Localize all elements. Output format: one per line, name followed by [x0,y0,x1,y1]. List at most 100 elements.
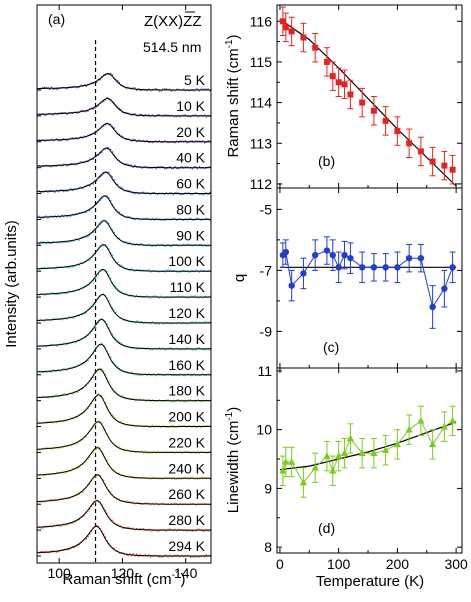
data-point [441,285,448,292]
fit-line [279,18,457,187]
temperature-label: 200 K [168,409,205,425]
data-point [335,79,342,86]
data-point [358,264,366,271]
data-connect-line [282,249,454,309]
data-point [449,416,457,424]
data-point [417,254,425,262]
y-tick-label: -5 [260,201,273,217]
spectrum-fit-curve [37,268,211,298]
panel-a-frame [36,4,212,564]
panel-a-label: (a) [48,11,65,27]
data-point [440,422,448,430]
temperature-label: 280 K [168,512,205,528]
y-tick-label: -7 [260,262,273,278]
spectrum-fit-curve [36,220,211,246]
panel-d-ylabel: Linewidth (cm-1) [224,407,242,513]
y-tick-label: 113 [250,135,273,151]
temperature-label: 294 K [168,538,205,554]
data-point [405,254,413,262]
panel-c-ylabel: q [231,274,248,282]
panel-a-ylabel: Intensity (arb.units) [3,220,20,348]
temperature-label: 90 K [176,227,205,243]
y-tick-label: 9 [264,480,272,496]
panel-d-frame [276,367,463,554]
data-point [405,425,413,433]
panel-b-raman-shift: (b) Raman shift (cm-1) 112 113 114 115 116 [224,4,463,192]
data-point [323,58,330,65]
y-tick-label: 8 [264,539,272,555]
data-point [341,81,348,88]
panel-c-label: (c) [323,339,339,355]
y-tick-label: 116 [250,13,273,29]
data-point [282,24,289,31]
spectrum-fit-curve [37,447,211,479]
panel-d-label: (d) [318,520,335,536]
temperature-label: 260 K [168,486,205,502]
panel-a-subtitle: 514.5 nm [143,39,201,55]
x-tick-label-a: 100 [47,565,71,581]
data-point [382,264,389,271]
x-tick-label: 200 [386,556,410,572]
spectrum-fit-curve [37,171,211,195]
data-point [394,128,401,135]
x-tick-label-a: 140 [174,565,198,581]
spectrum-fit-curve [37,147,211,169]
data-point [382,117,389,124]
data-point [299,478,308,486]
spectrum-fit-curve [37,343,211,376]
data-point [370,107,377,114]
data-point [340,449,349,456]
spectrum-fit-curve [37,73,211,91]
data-point [311,463,319,471]
panel-c-frame [276,187,463,369]
temperature-label: 180 K [168,383,205,399]
data-point [288,282,295,289]
spectrum-fit-curve [36,293,211,324]
x-tick-label: 100 [327,556,351,572]
spectrum-fit-curve [36,318,211,350]
temperature-label: 60 K [176,176,205,192]
data-point [311,251,319,259]
data-point [329,251,336,259]
data-point [312,44,319,51]
temperature-label: 20 K [176,124,205,140]
data-point [300,34,307,41]
panel-c-q: (c) q -9 -7 -5 [231,187,463,369]
z-bar-text: Z [192,13,201,30]
spectrum-fit-curve [37,421,211,453]
temperature-label: 140 K [168,331,205,347]
data-point [406,140,413,147]
panel-b-ylabel: Raman shift (cm-1) [224,34,242,157]
data-point [279,466,287,474]
data-point [279,18,286,25]
temperature-label: 110 K [169,279,205,295]
data-point [393,440,401,448]
data-point [382,446,390,454]
data-point [341,251,348,259]
x-tick-label: 0 [276,556,284,572]
spectrum-fit-curve [37,394,211,428]
data-point [288,28,295,35]
temperature-label: 5 K [184,72,206,88]
data-point [441,162,448,169]
x-tick-label-a: 120 [111,565,135,581]
data-point [449,166,456,173]
data-point [300,270,307,277]
data-point [370,264,378,271]
data-point [329,73,336,80]
data-point [359,99,366,106]
data-point [417,148,424,155]
data-point [346,434,355,442]
data-point [429,303,436,311]
panel-b-label: (b) [318,153,335,169]
panel-a-title: Z(XX)ZZ [144,13,202,30]
data-point [323,452,331,459]
data-point [358,449,366,456]
data-point [370,449,378,456]
spectrum-fit-curve [37,525,211,557]
spectrum-fit-curve [37,195,211,220]
y-tick-label: 115 [250,54,273,70]
fit-line [279,421,457,471]
panel-a-xlabel: Raman shift (cm-1) [62,570,185,588]
y-tick-label: 11 [257,363,272,379]
